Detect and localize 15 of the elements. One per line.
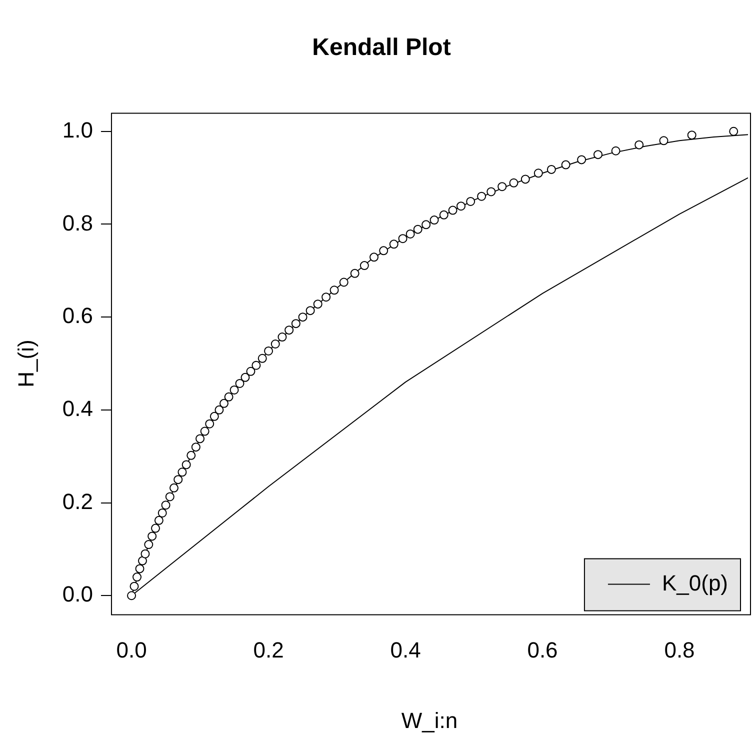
y-tick-label: 0.2 <box>62 488 93 514</box>
y-tick-label: 0.6 <box>62 303 93 328</box>
x-tick-label: 0.2 <box>253 637 284 662</box>
y-axis-title: H_(i) <box>13 340 38 388</box>
y-tick-label: 1.0 <box>62 117 93 142</box>
y-tick-label: 0.8 <box>62 210 93 236</box>
x-tick-label: 0.6 <box>527 637 558 662</box>
x-tick-label: 0.4 <box>390 637 421 662</box>
x-tick-label: 0.8 <box>664 637 695 662</box>
y-tick-label: 0.0 <box>62 582 93 607</box>
y-tick-label: 0.4 <box>62 396 93 421</box>
x-axis-title: W_i:n <box>401 708 458 733</box>
legend-label: K_0(p) <box>662 570 728 596</box>
x-tick-label: 0.0 <box>116 637 147 662</box>
chart-title: Kendall Plot <box>312 34 451 62</box>
